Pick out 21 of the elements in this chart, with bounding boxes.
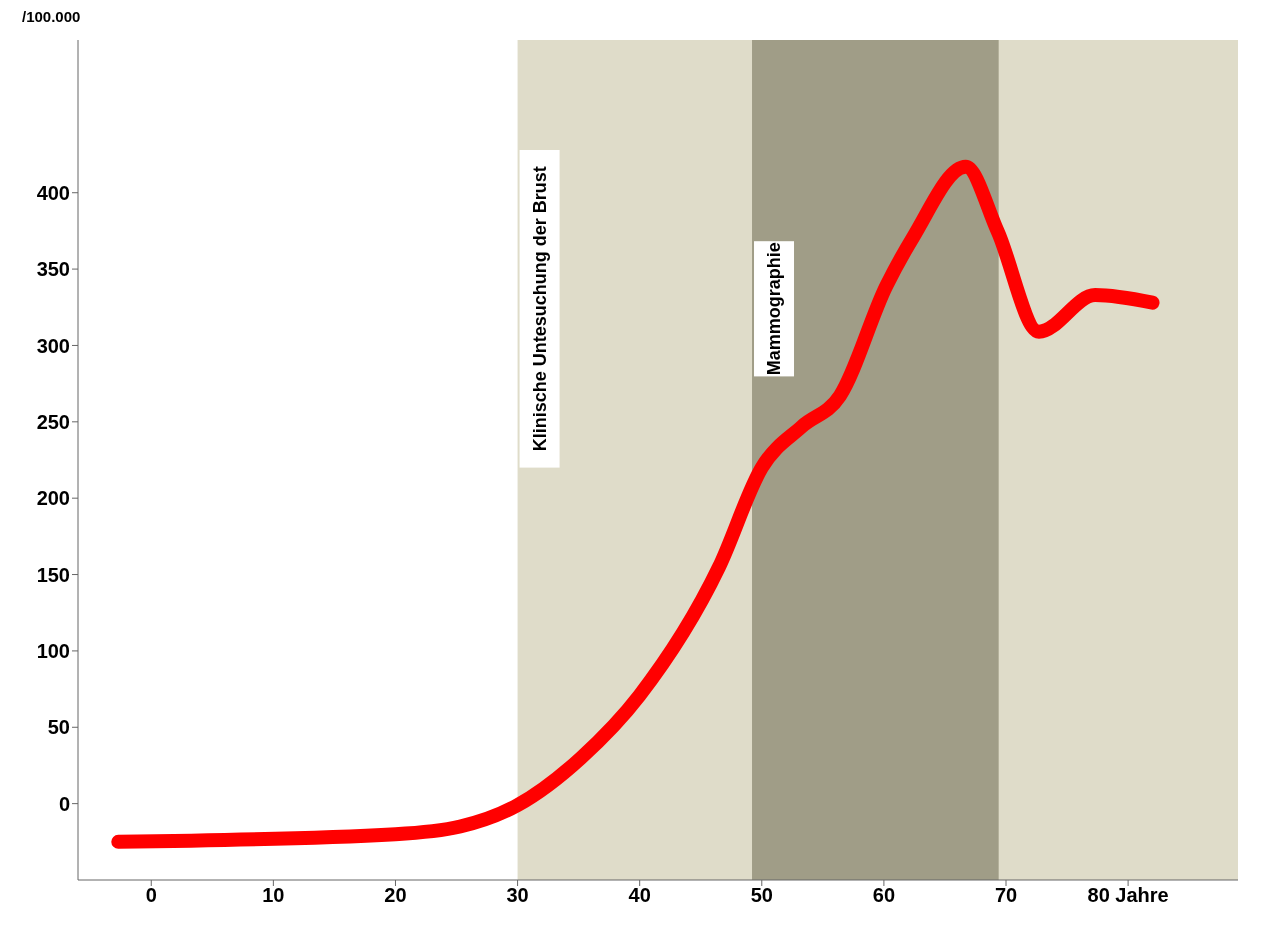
y-tick-label: 300: [36, 334, 70, 357]
y-tick-label: 100: [36, 640, 70, 663]
x-tick-label: 70: [994, 884, 1018, 907]
y-tick-label: 350: [36, 258, 70, 281]
x-tick-label: 50: [750, 884, 773, 907]
band-label: Klinische Untesuchung der Brust: [529, 166, 550, 452]
x-tick-label: 60: [872, 884, 896, 907]
y-tick-label: 150: [36, 563, 70, 586]
x-tick-label: 30: [506, 884, 529, 907]
y-tick-label: 200: [36, 487, 70, 510]
y-tick-label: 250: [36, 410, 70, 433]
y-axis-title: /100.000: [21, 8, 82, 27]
band-label: Mammographie: [764, 242, 785, 376]
y-tick-label: 400: [36, 181, 70, 204]
x-tick-label: 10: [262, 884, 285, 907]
x-tick-label: 80 Jahre: [1087, 884, 1169, 907]
y-tick-label: 50: [47, 716, 70, 739]
x-tick-label: 20: [384, 884, 407, 907]
x-tick-label: 0: [145, 884, 157, 907]
x-tick-label: 40: [628, 884, 651, 907]
y-tick-label: 0: [58, 792, 70, 815]
